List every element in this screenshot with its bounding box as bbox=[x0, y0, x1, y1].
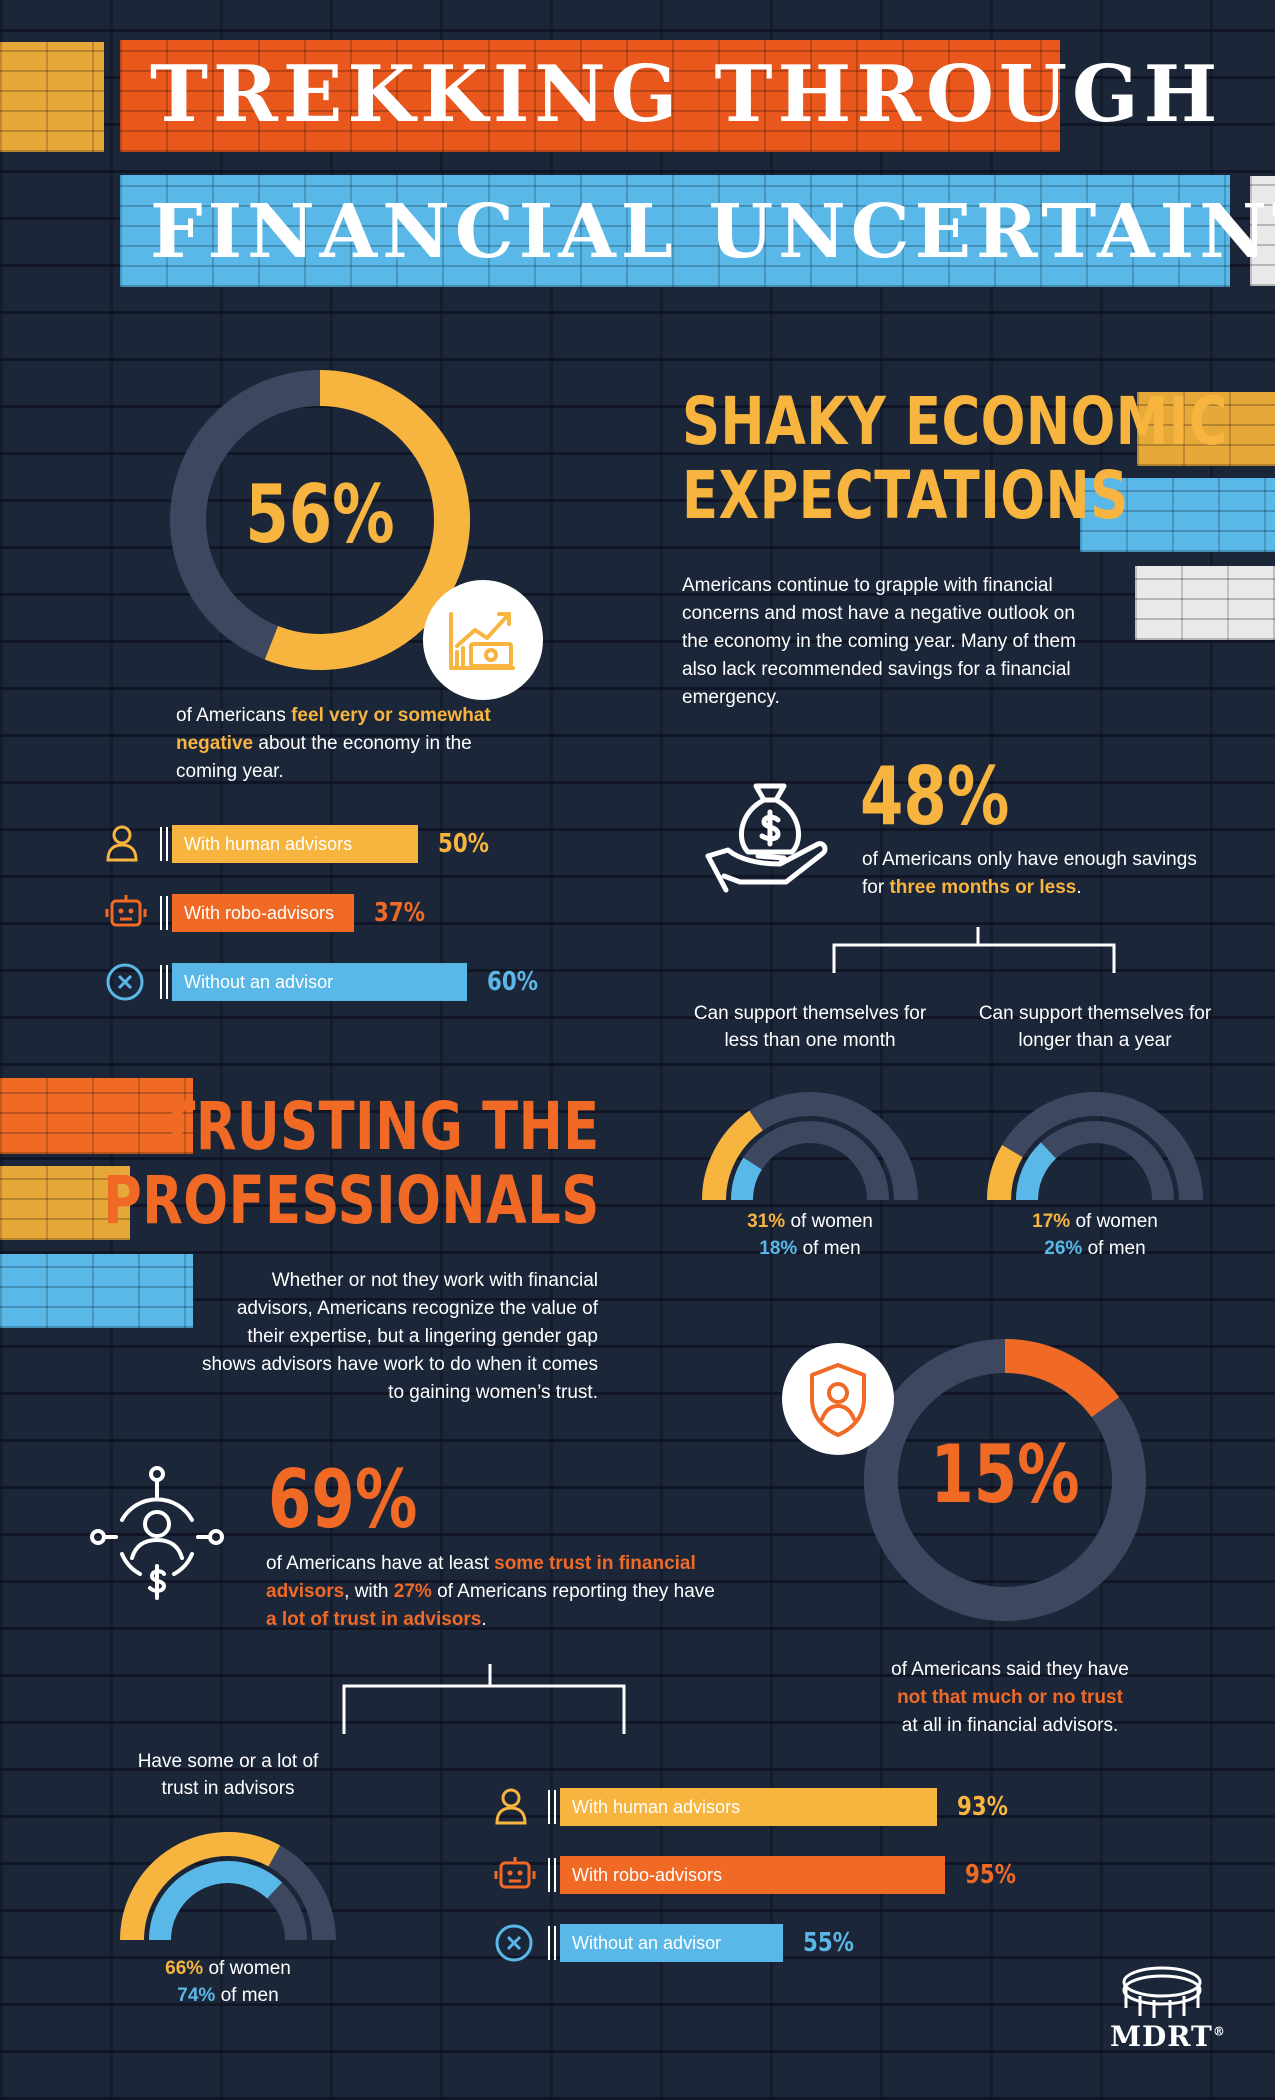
growth-chart-money-icon bbox=[449, 612, 515, 670]
x-circle-icon bbox=[494, 1923, 534, 1968]
trusting-description: Whether or not they work with financial … bbox=[201, 1270, 598, 1403]
negative-donut-arc bbox=[264, 370, 470, 670]
savings-bracket bbox=[832, 927, 1116, 973]
title-banner-blue bbox=[120, 175, 1230, 287]
mdrt-logo-text: MDRT® bbox=[1110, 2020, 1226, 2053]
trust-gauge-label: Have some or a lot of trust in advisors bbox=[137, 1751, 319, 1799]
bar-row: Without an advisor 60% bbox=[160, 963, 860, 1001]
advisor-network-icon bbox=[90, 1466, 224, 1600]
bar-divider bbox=[548, 1926, 556, 1960]
gauge-men-arc bbox=[731, 1157, 763, 1201]
bar-value: 60% bbox=[487, 967, 539, 997]
gauge-women-arc bbox=[987, 1145, 1023, 1201]
bar-value: 95% bbox=[964, 1860, 1016, 1890]
robot-icon bbox=[494, 1855, 536, 1896]
brick-gold-left bbox=[0, 1166, 130, 1240]
shield-person-badge bbox=[782, 1343, 894, 1455]
savings-highlight: three months or less bbox=[889, 877, 1077, 898]
bar-fill: With robo-advisors bbox=[560, 1856, 945, 1894]
bar-fill: With human advisors bbox=[172, 825, 418, 863]
savings-right-gauge bbox=[987, 1092, 1203, 1201]
no-trust-description: of Americans said they have not that muc… bbox=[891, 1659, 1129, 1736]
bar-row: Without an advisor 55% bbox=[548, 1924, 1248, 1962]
shaky-description: Americans continue to grapple with finan… bbox=[682, 575, 1076, 708]
trust-gauge-stats: 66% of women 74% of men bbox=[165, 1958, 291, 2006]
bar-fill: Without an advisor bbox=[560, 1924, 783, 1962]
negative-description: of Americans feel very or somewhat negat… bbox=[176, 705, 491, 782]
gauge-men-arc bbox=[149, 1861, 283, 1941]
savings-right-stats: 17% of women 26% of men bbox=[1032, 1211, 1158, 1259]
bar-row: With robo-advisors 37% bbox=[160, 894, 860, 932]
person-icon bbox=[105, 824, 139, 867]
brick-gold-top-left bbox=[0, 42, 104, 152]
brick-white-top-right bbox=[1250, 176, 1275, 286]
brick-white-right bbox=[1135, 566, 1275, 640]
person-icon bbox=[494, 1787, 528, 1830]
negative-donut-chart bbox=[170, 370, 470, 670]
savings-description: of Americans only have enough savings fo… bbox=[862, 849, 1197, 898]
negative-highlight: feel very or somewhat negative bbox=[176, 705, 491, 754]
bar-divider bbox=[548, 1790, 556, 1824]
trust-gauge bbox=[120, 1832, 336, 1941]
x-circle-icon bbox=[105, 962, 145, 1007]
savings-left-label: Can support themselves for less than one… bbox=[693, 1003, 927, 1051]
no-trust-percent: 15% bbox=[930, 1428, 1080, 1521]
bar-divider bbox=[160, 896, 168, 930]
savings-left-gauge bbox=[702, 1092, 918, 1201]
money-bag-hand-icon bbox=[705, 783, 828, 893]
title-banner-orange bbox=[120, 40, 1060, 152]
bar-fill: With human advisors bbox=[560, 1788, 937, 1826]
bar-fill: Without an advisor bbox=[172, 963, 468, 1001]
brick-orange-left bbox=[0, 1078, 193, 1154]
savings-right-label: Can support themselves for longer than a… bbox=[978, 1003, 1212, 1051]
title-line-2: FINANCIAL UNCERTAINTY bbox=[150, 189, 1275, 275]
bar-row: With human advisors 50% bbox=[160, 825, 860, 863]
negative-percent: 56% bbox=[245, 468, 395, 561]
bar-value: 37% bbox=[374, 898, 426, 928]
gauge-inner-track bbox=[731, 1121, 889, 1201]
title-line-1: TREKKING THROUGH bbox=[150, 49, 1223, 140]
no-trust-donut-chart bbox=[864, 1339, 1146, 1621]
some-trust-description: of Americans have at least some trust in… bbox=[266, 1553, 715, 1630]
some-trust-percent: 69% bbox=[268, 1453, 418, 1546]
gauge-men-arc bbox=[1016, 1142, 1057, 1201]
bar-divider bbox=[548, 1858, 556, 1892]
savings-left-stats: 31% of women 18% of men bbox=[747, 1211, 873, 1259]
gauge-women-arc bbox=[702, 1110, 764, 1201]
bar-fill: With robo-advisors bbox=[172, 894, 355, 932]
robot-icon bbox=[105, 893, 147, 934]
mdrt-logo-mark bbox=[1122, 1966, 1202, 2018]
brick-gold-right bbox=[1137, 392, 1275, 466]
chart-money-badge bbox=[423, 580, 543, 700]
gauge-women-arc bbox=[120, 1832, 281, 1941]
bar-divider bbox=[160, 965, 168, 999]
bar-value: 50% bbox=[438, 829, 490, 859]
brick-blue-right bbox=[1080, 478, 1275, 552]
trust-bracket bbox=[342, 1664, 626, 1734]
brick-blue-left bbox=[0, 1254, 193, 1328]
shaky-heading: SHAKY ECONOMIC EXPECTATIONS bbox=[682, 383, 1228, 534]
bar-divider bbox=[160, 827, 168, 861]
trusting-heading: TRUSTING THE PROFESSIONALS bbox=[103, 1088, 600, 1239]
bar-row: With robo-advisors 95% bbox=[548, 1856, 1248, 1894]
bar-value: 93% bbox=[956, 1792, 1008, 1822]
no-trust-donut-arc bbox=[1004, 1339, 1120, 1418]
bar-value: 55% bbox=[802, 1928, 854, 1958]
savings-percent: 48% bbox=[860, 750, 1010, 843]
no-trust-highlight: not that much or no trust bbox=[897, 1687, 1123, 1708]
bar-row: With human advisors 93% bbox=[548, 1788, 1248, 1826]
shield-person-icon bbox=[810, 1363, 866, 1437]
